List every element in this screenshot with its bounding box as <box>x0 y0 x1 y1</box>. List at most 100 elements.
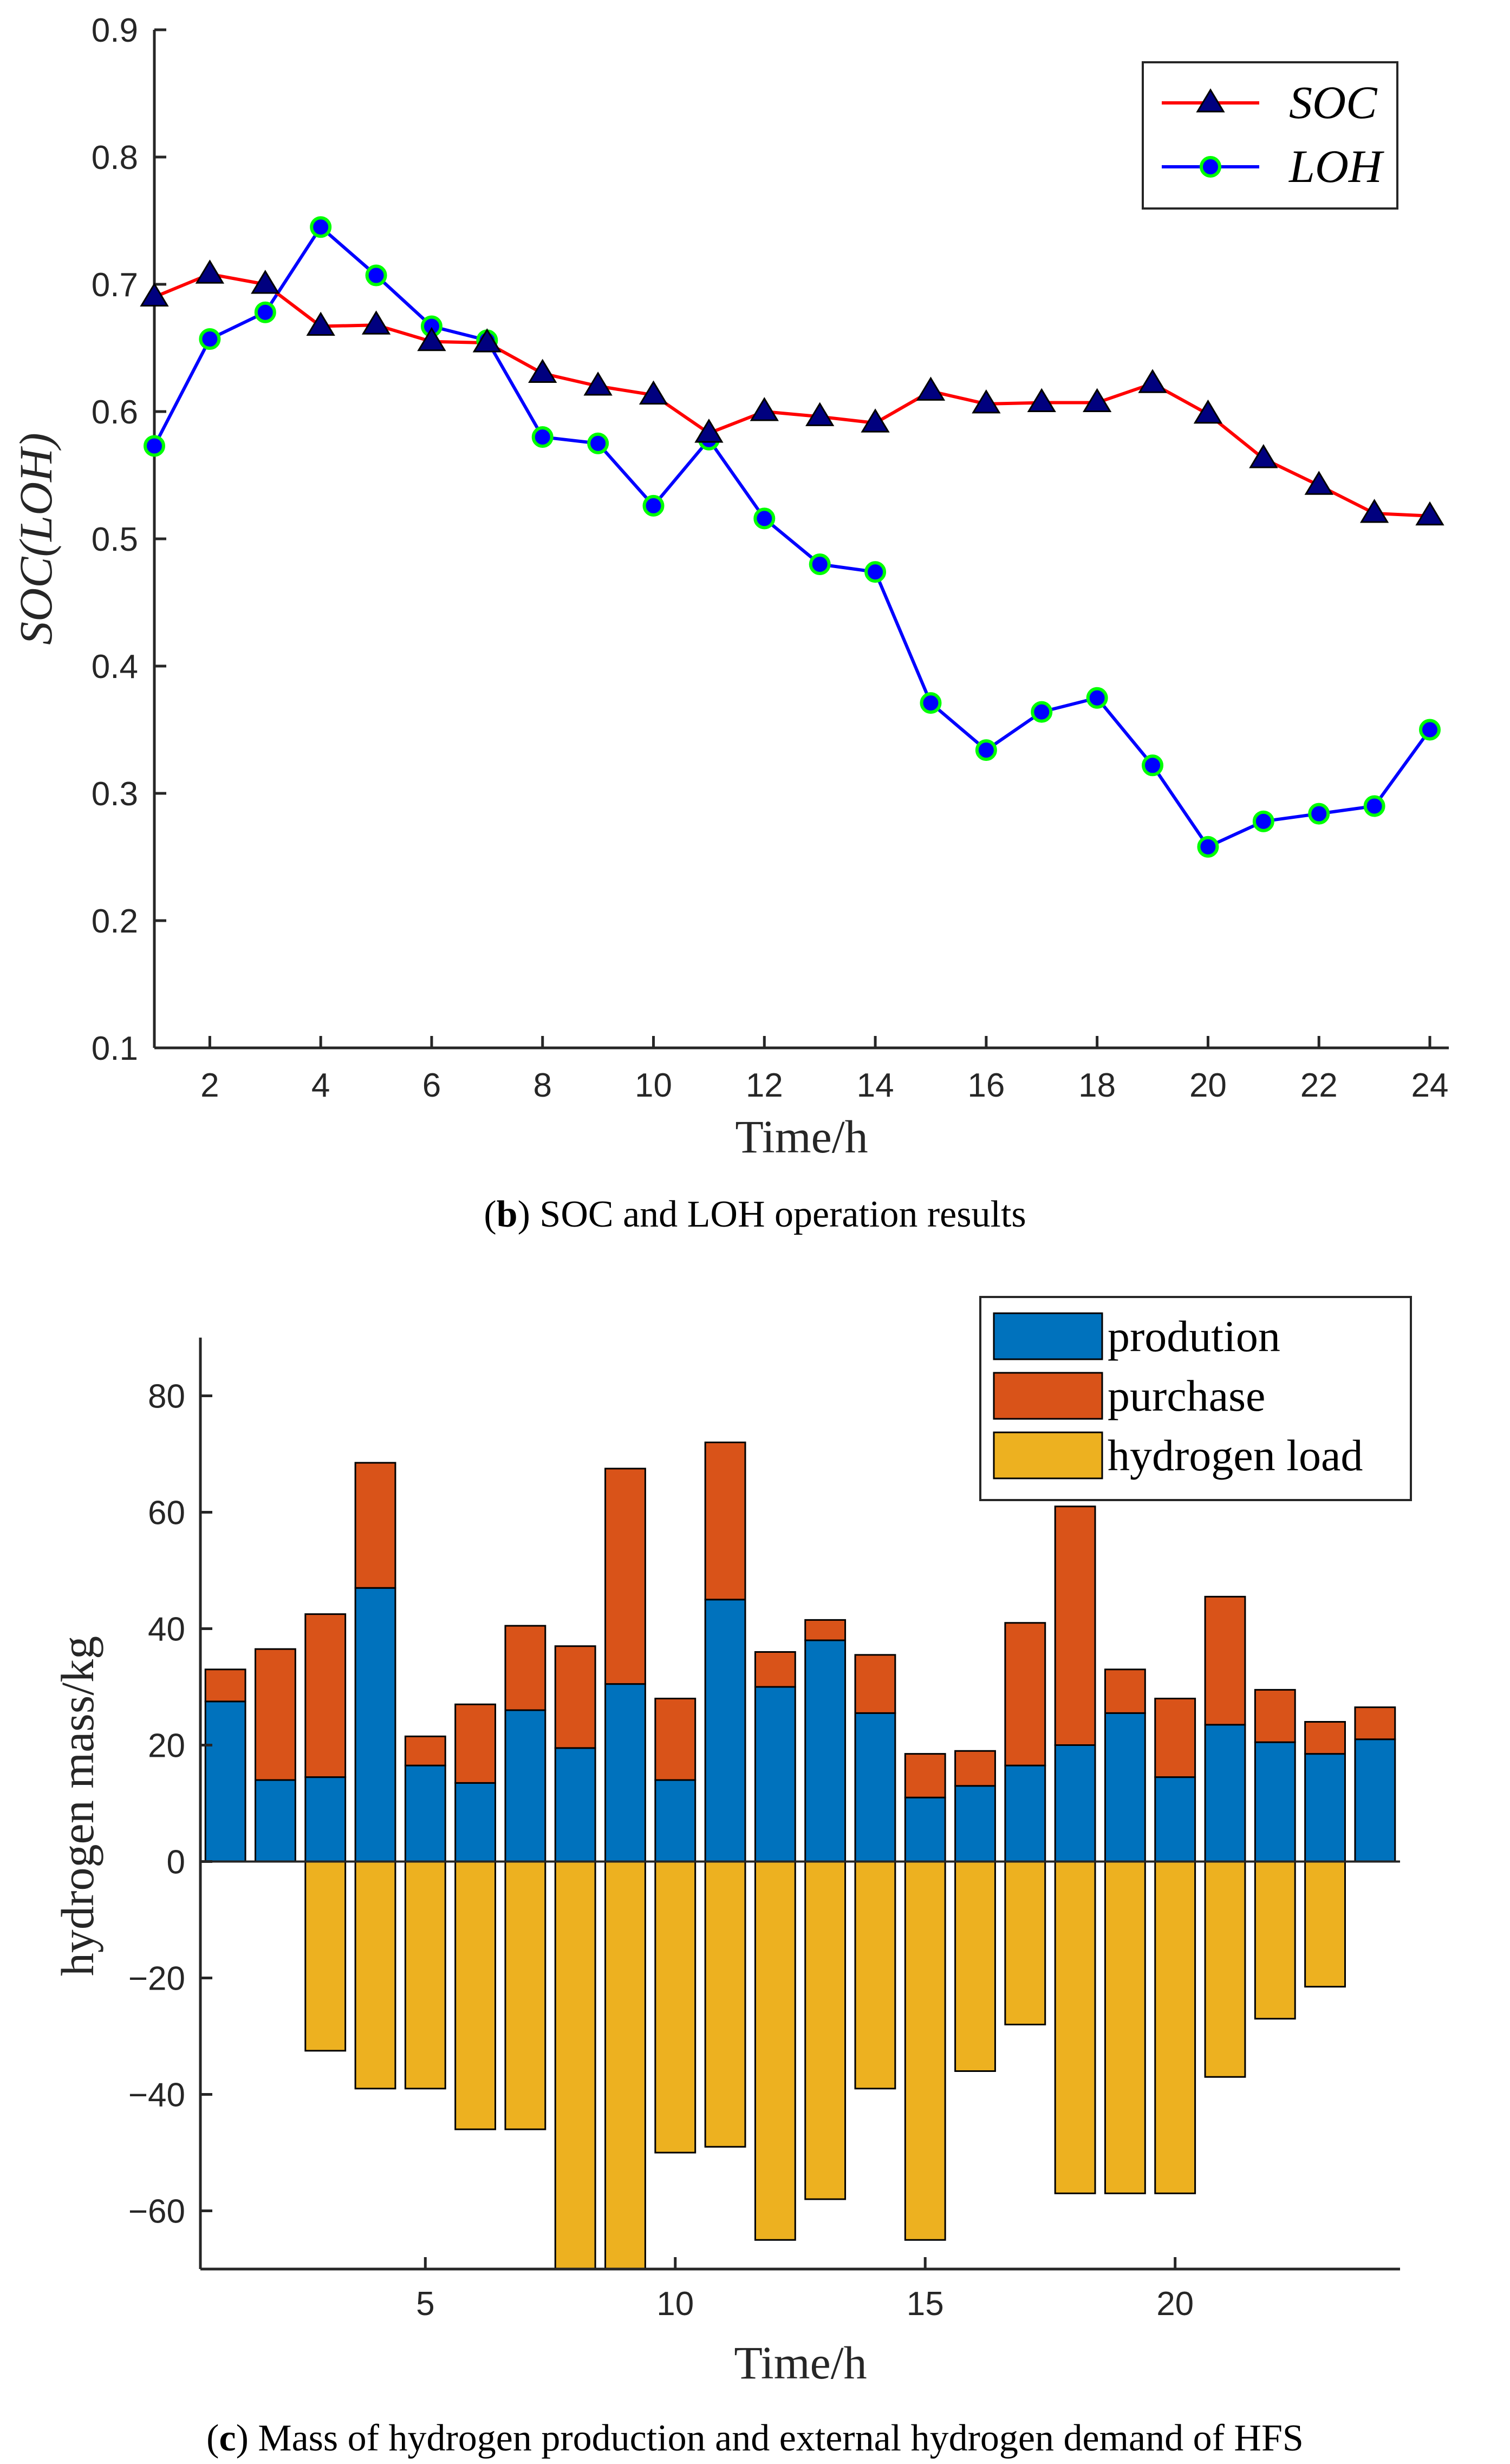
production-bar <box>904 1796 946 1862</box>
production-bar <box>504 1709 546 1862</box>
purchase-bar <box>1354 1706 1396 1741</box>
hydrogen-load-bar <box>1054 1861 1096 2194</box>
production-bar <box>954 1785 996 1862</box>
production-bar <box>704 1599 746 1862</box>
soc-point <box>195 259 225 284</box>
loh-point <box>1142 754 1164 777</box>
hydrogen-y-tick-label: 80 <box>148 1378 185 1416</box>
hydrogen-load-bar <box>604 1861 646 2270</box>
soc-series-line <box>153 272 1430 518</box>
loh-point <box>587 432 609 454</box>
hydrogen-x-tick-label: 20 <box>1156 2285 1194 2323</box>
hydrogen-x-tick-label: 10 <box>656 2285 694 2323</box>
soc-loh-y-tick-label: 0.8 <box>92 139 138 177</box>
legend-production-swatch <box>993 1312 1103 1360</box>
hydrogen-x-axis-title: Time/h <box>734 2337 867 2389</box>
purchase-bar <box>804 1619 847 1641</box>
soc-loh-x-tick-label: 8 <box>533 1067 551 1104</box>
hydrogen-load-bar <box>1004 1861 1046 2025</box>
soc-point <box>583 371 613 396</box>
purchase-bar <box>554 1645 596 1749</box>
loh-point <box>254 301 276 323</box>
production-bar <box>304 1776 347 1862</box>
hydrogen-load-bar <box>904 1861 946 2241</box>
hydrogen-load-bar <box>504 1861 546 2130</box>
legend-soc-marker <box>1196 88 1225 113</box>
production-bar <box>604 1683 646 1862</box>
legend-purchase-swatch <box>993 1372 1103 1420</box>
soc-loh-y-tick-label: 0.4 <box>92 648 138 686</box>
loh-point <box>809 553 831 575</box>
soc-loh-x-tick-label: 16 <box>967 1067 1005 1104</box>
hydrogen-load-bar <box>1304 1861 1346 1988</box>
soc-loh-line-chart: 0.10.20.30.40.50.60.70.80.92 4 6 8 10 12 14 16 1… <box>10 12 1449 1235</box>
hydrogen-y-tick-label: −20 <box>128 1960 185 1998</box>
soc-loh-x-tick-label: 4 <box>311 1067 330 1104</box>
legend-production-label: prodution <box>1108 1312 1280 1361</box>
hydrogen-y-tick-label: −60 <box>128 2193 185 2231</box>
hydrogen-load-bar <box>304 1861 347 2052</box>
soc-point <box>750 397 779 421</box>
hydrogen-load-bar <box>1204 1861 1246 2078</box>
caption-b-label: b <box>497 1194 518 1235</box>
loh-point <box>310 216 332 238</box>
production-bar <box>654 1779 697 1862</box>
hydrogen-load-bar <box>704 1861 746 2148</box>
hydrogen-y-axis-title: hydrogen mass/kg <box>51 1636 103 1976</box>
production-bar <box>854 1712 896 1862</box>
production-bar <box>554 1747 596 1862</box>
soc-point <box>916 376 946 401</box>
purchase-bar <box>255 1648 296 1781</box>
soc-loh-legend-box <box>1142 61 1398 210</box>
hydrogen-load-bar <box>804 1861 847 2200</box>
loh-point <box>920 692 942 714</box>
purchase-bar <box>504 1625 546 1711</box>
production-bar <box>1304 1753 1346 1862</box>
soc-loh-legend: SOC LOH <box>1142 61 1398 210</box>
soc-point <box>361 310 391 335</box>
legend-purchase-label: purchase <box>1108 1371 1265 1420</box>
soc-loh-x-tick-label: 12 <box>746 1067 783 1104</box>
production-bar <box>1054 1744 1096 1862</box>
loh-point <box>753 507 776 530</box>
soc-loh-y-tick-label: 0.1 <box>92 1030 138 1067</box>
purchase-bar <box>1304 1721 1346 1755</box>
purchase-bar <box>954 1750 996 1787</box>
production-bar <box>1004 1764 1046 1862</box>
loh-point <box>1086 687 1108 709</box>
soc-loh-y-tick-label: 0.7 <box>92 266 138 304</box>
soc-point <box>972 389 1001 414</box>
caption-b-text: ) SOC and LOH operation results <box>518 1194 1026 1235</box>
production-bar <box>204 1700 246 1862</box>
purchase-bar <box>604 1468 646 1685</box>
soc-point <box>417 327 446 351</box>
production-bar <box>1354 1738 1396 1862</box>
loh-point <box>531 426 554 448</box>
purchase-bar <box>454 1703 497 1784</box>
purchase-bar <box>304 1613 347 1778</box>
production-bar <box>1204 1724 1246 1862</box>
soc-loh-y-tick-label: 0.6 <box>92 394 138 431</box>
soc-point <box>306 311 335 336</box>
legend-soc-label: SOC <box>1289 76 1378 128</box>
soc-loh-x-tick-label: 18 <box>1078 1067 1116 1104</box>
loh-point <box>1363 795 1385 817</box>
legend-hydrogen-load-swatch <box>993 1431 1103 1479</box>
soc-loh-y-axis-title: SOC(LOH) <box>10 433 62 645</box>
production-bar <box>354 1587 396 1862</box>
legend-loh-marker <box>1200 156 1221 178</box>
purchase-bar <box>204 1668 246 1703</box>
hydrogen-load-bar <box>354 1861 396 2090</box>
soc-loh-x-tick-label: 2 <box>200 1067 219 1104</box>
production-bar <box>454 1782 497 1862</box>
soc-loh-x-tick-label: 6 <box>422 1067 441 1104</box>
purchase-bar <box>1004 1622 1046 1766</box>
soc-point <box>1083 388 1112 413</box>
purchase-bar <box>904 1753 946 1798</box>
soc-loh-x-tick-label: 14 <box>857 1067 894 1104</box>
soc-loh-y-tick-label: 0.5 <box>92 521 138 558</box>
caption-b: (b) SOC and LOH operation results <box>484 1194 1026 1235</box>
purchase-bar <box>1154 1698 1196 1778</box>
hydrogen-x-tick-label: 15 <box>907 2285 944 2323</box>
soc-loh-x-axis-title: Time/h <box>735 1111 868 1163</box>
